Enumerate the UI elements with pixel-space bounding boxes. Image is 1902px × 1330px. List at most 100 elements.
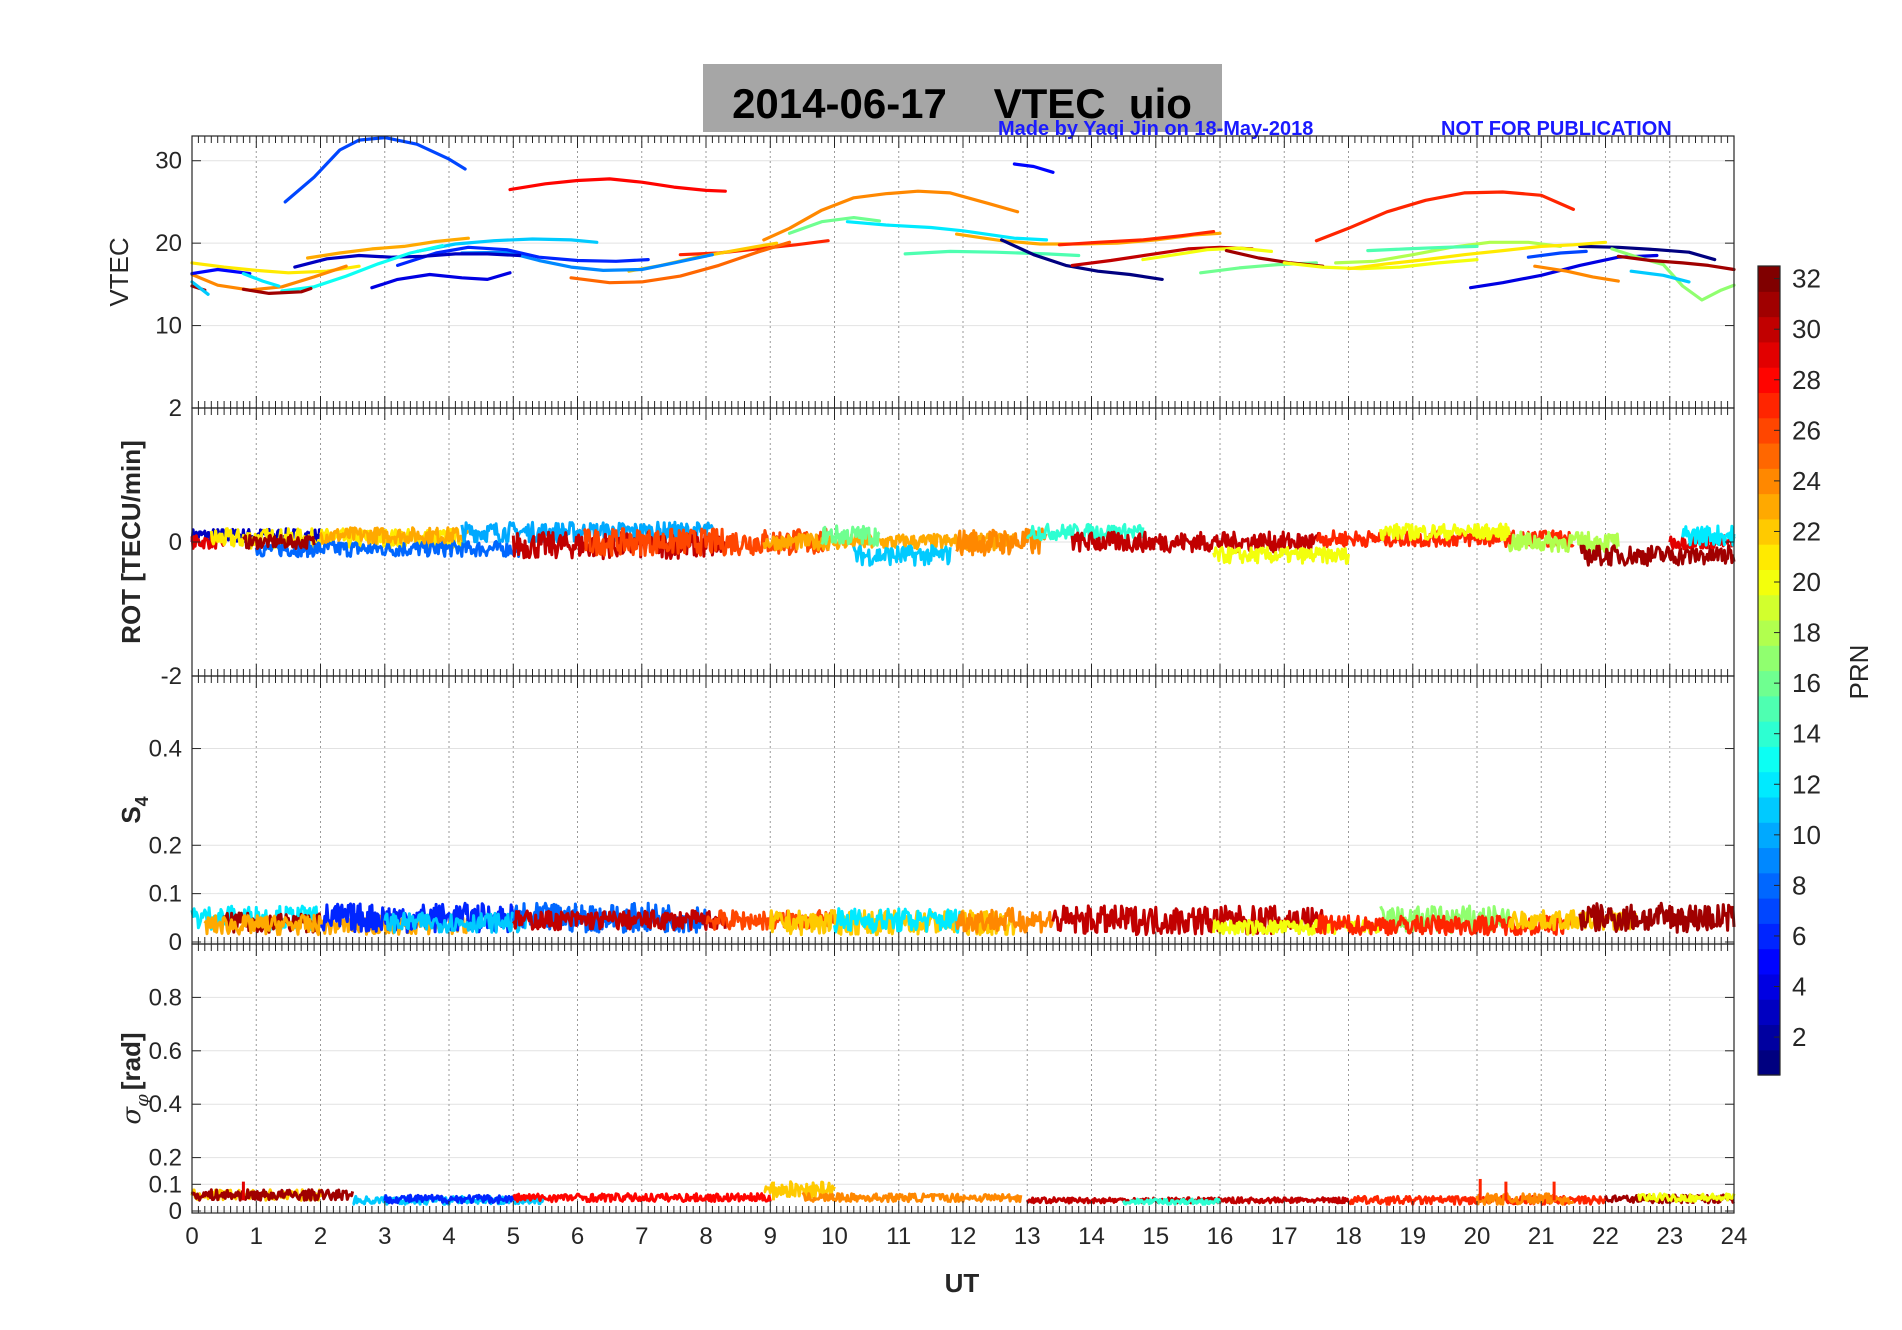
vtec-trace-prn-28-1: [508, 177, 727, 193]
colorbar-swatch-23: [1758, 493, 1780, 520]
x-tick-label-7: 7: [635, 1223, 648, 1250]
vtec-trace-prn-24-40: [1533, 264, 1620, 283]
vtec-trace-prn-12-6: [845, 220, 1049, 242]
vtec-trace-prn-15-34: [1366, 244, 1479, 253]
colorbar-label: PRN: [1844, 645, 1874, 700]
x-tick-label-1: 1: [250, 1223, 263, 1250]
panel-1-data: [190, 136, 1736, 302]
colorbar-tick-label-26: 26: [1792, 415, 1821, 445]
x-tick-label-24: 24: [1721, 1223, 1748, 1250]
panel-2-trace-prn-24-12: [955, 527, 1048, 557]
panel-4-ytick-label-3: 0.4: [149, 1091, 182, 1118]
panel-1-ytick-label-0: 10: [155, 313, 182, 340]
panel-2-trace-prn-31-4: [242, 533, 316, 551]
colorbar-swatch-13: [1758, 746, 1780, 773]
panel-4-trace-prn-31-1: [190, 1188, 355, 1202]
vtec-trace-prn-7-0: [283, 136, 467, 204]
colorbar-tick-label-16: 16: [1792, 668, 1821, 698]
colorbar-swatch-10: [1758, 822, 1780, 849]
colorbar-swatch-5: [1758, 948, 1780, 975]
chart-title: 2014-06-17 VTEC uio: [732, 80, 1192, 127]
panel-3-ytick-label-0: 0: [169, 929, 182, 956]
vtec-trace-prn-7-42: [1526, 249, 1588, 259]
colorbar-swatch-25: [1758, 442, 1780, 469]
panel-1-ylabel: VTEC: [104, 237, 134, 306]
vtec-trace-prn-15-7: [903, 249, 1081, 258]
panel-4-trace-prn-30-7: [1025, 1196, 1350, 1205]
vtec-trace-prn-11-22: [190, 280, 210, 296]
vtec-trace-prn-3-14: [293, 252, 522, 269]
panel-2-trace-prn-26-8: [582, 527, 830, 557]
panel-4-trace-prn-28-4: [512, 1192, 772, 1204]
x-axis-label: UT: [945, 1268, 980, 1298]
colorbar-tick-label-28: 28: [1792, 365, 1821, 395]
panel-3-trace-prn-12-9: [833, 907, 965, 934]
colorbar-swatch-18: [1758, 619, 1780, 646]
panel-4-ytick-label-5: 0.8: [149, 984, 182, 1011]
vtec-trace-prn-31-23: [241, 286, 313, 295]
panel-4-trace-prn-20-12: [1636, 1192, 1736, 1204]
x-tick-label-16: 16: [1207, 1223, 1234, 1250]
vtec-trace-prn-27-4: [1314, 190, 1576, 243]
panel-2: -2 0 2 ROT [TECU/min]: [116, 395, 1736, 690]
x-tick-label-23: 23: [1656, 1223, 1683, 1250]
colorbar-swatch-24: [1758, 468, 1780, 495]
x-tick-label-14: 14: [1078, 1223, 1105, 1250]
colorbar-swatch-31: [1758, 291, 1780, 318]
panel-4: 00.10.2 0.4 0.6 0.8 σφ[rad]: [116, 943, 1736, 1225]
panel-4-trace-prn-6-3: [383, 1193, 515, 1205]
vtec-trace-prn-13-19: [280, 244, 445, 293]
panel-3: 0 0.1 0.2 0.4 S4: [116, 675, 1736, 956]
colorbar-tick-label-30: 30: [1792, 314, 1821, 344]
vtec-trace-prn-1-36: [1578, 244, 1717, 262]
vtec-trace-prn-5-2: [1012, 162, 1055, 174]
x-tick-label-0: 0: [185, 1223, 198, 1250]
colorbar-swatch-21: [1758, 544, 1780, 570]
panel-2-ytick-label-0: -2: [161, 663, 182, 690]
colorbar-swatch-3: [1758, 999, 1780, 1026]
panel-4-trace-prn-22-5: [763, 1180, 836, 1199]
vtec-trace-prn-1-26: [999, 238, 1164, 281]
vtec-trace-prn-25-10: [569, 240, 792, 285]
colorbar-swatch-16: [1758, 670, 1780, 697]
panel-2-ylabel: ROT [TECU/min]: [116, 440, 146, 644]
panel-4-data: [190, 1178, 1736, 1206]
panel-4-ytick-label-1: 0.1: [149, 1171, 182, 1198]
x-tick-label-18: 18: [1335, 1223, 1362, 1250]
panel-1-ytick-label-2: 30: [155, 148, 182, 175]
panel-2-ytick-label-2: 2: [169, 395, 182, 422]
panel-2-trace-prn-12-21: [1681, 524, 1736, 547]
colorbar-tick-label-32: 32: [1792, 264, 1821, 294]
panel-3-ylabel: S4: [116, 796, 152, 823]
panel-2-trace-prn-20-15: [1212, 546, 1350, 565]
panel-4-trace-prn-24-6: [801, 1192, 1023, 1204]
vtec-trace-prn-20-32: [1282, 258, 1479, 271]
colorbar-swatch-29: [1758, 341, 1780, 368]
panel-4-ytick-label-0: 0: [169, 1198, 182, 1225]
colorbar-tick-label-18: 18: [1792, 618, 1821, 648]
panel-1: 10 20 30 VTEC: [104, 135, 1736, 409]
colorbar-swatch-30: [1758, 316, 1780, 343]
x-tick-label-15: 15: [1142, 1223, 1169, 1250]
colorbar-swatch-12: [1758, 771, 1780, 798]
panel-3-trace-prn-24-10: [955, 906, 1055, 934]
x-tick-label-3: 3: [378, 1223, 391, 1250]
x-tick-labels: 0 1 2 3 4 5 6 7 8 9 10 11 12 13 14 15 16 17 18 19 20 21 22 23 24: [185, 1223, 1747, 1250]
panel-3-trace-prn-31-16: [1578, 901, 1736, 934]
panel-3-trace-prn-11-4: [383, 911, 528, 934]
colorbar-swatch-6: [1758, 923, 1780, 950]
colorbar-tick-label-24: 24: [1792, 466, 1821, 496]
colorbar-swatch-8: [1758, 872, 1780, 899]
colorbar-swatch-2: [1758, 1024, 1780, 1051]
panel-4-trace-prn-14-8: [1122, 1197, 1222, 1206]
panel-2-x-ticks: [197, 408, 1729, 676]
panel-2-trace-prn-23-5: [319, 526, 470, 545]
colorbar-swatch-17: [1758, 645, 1780, 672]
x-tick-label-12: 12: [950, 1223, 977, 1250]
vtec-trace-prn-20-29: [1141, 246, 1274, 262]
colorbar-swatch-32: [1758, 266, 1780, 292]
colorbar-swatch-9: [1758, 847, 1780, 874]
colorbar-swatch-15: [1758, 695, 1780, 722]
vtec-trace-prn-4-16: [370, 271, 512, 290]
